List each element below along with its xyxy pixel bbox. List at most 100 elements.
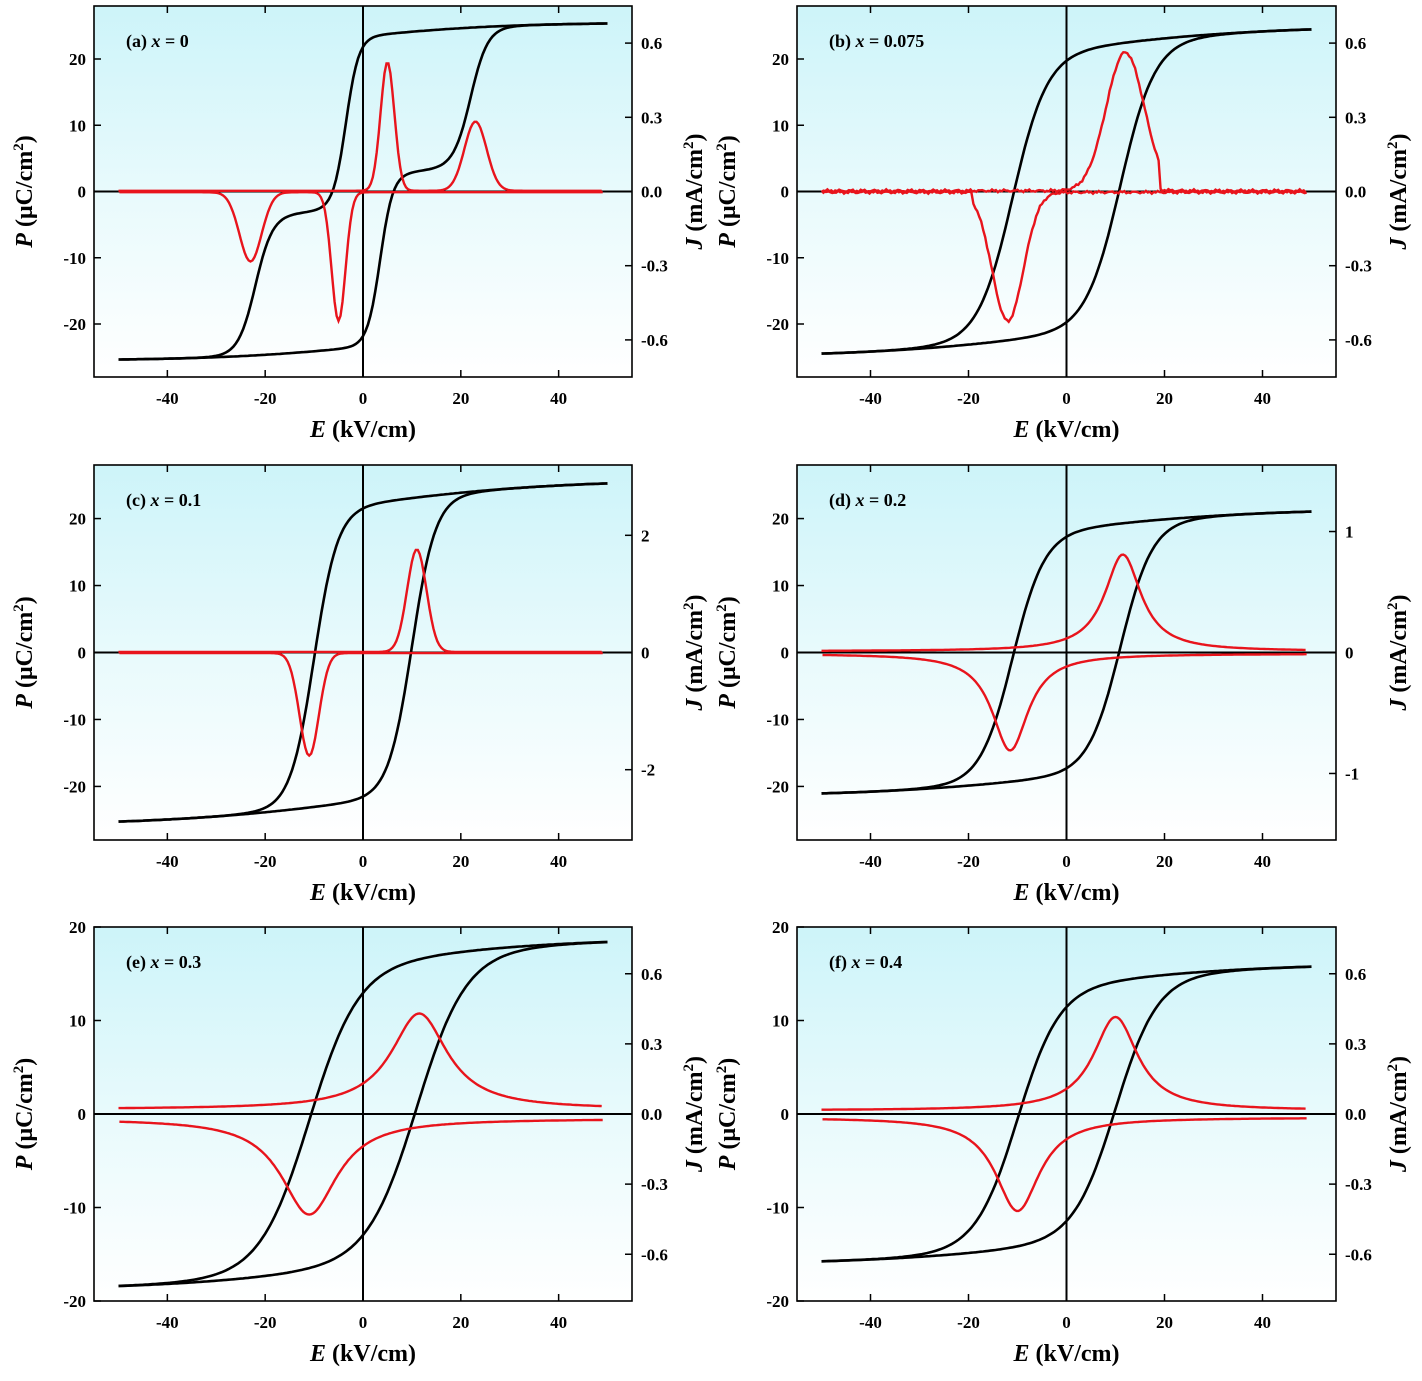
x-tick-label: -20: [957, 852, 980, 871]
x-tick-label: 0: [1062, 389, 1071, 408]
y-tick-label: -20: [63, 315, 86, 334]
j-curve-ascending: [821, 553, 1306, 652]
x-tick-label: 40: [550, 852, 567, 871]
y2-tick-label: -0.6: [641, 331, 668, 350]
x-tick-label: 0: [359, 1313, 368, 1332]
y-tick-label: 0: [78, 1105, 87, 1124]
y-tick-label: -20: [766, 1292, 789, 1311]
y-tick-label: 0: [781, 183, 790, 202]
y2-tick-label: 0.3: [1345, 1035, 1366, 1054]
y2-tick-label: 0.0: [641, 183, 662, 202]
chart-panel-e: -40 -20 0 20 40 20 10 0 -10 -20 0.6 0.3 0.0 -0.3 -0.6 (…: [11, 918, 708, 1367]
y2-tick-label: 0: [641, 644, 650, 663]
y-tick-label: -20: [63, 1292, 86, 1311]
x-axis-label: E (kV/cm): [1013, 417, 1120, 443]
y-tick-label: 10: [772, 116, 789, 135]
y2-tick-label: 0.3: [641, 1035, 662, 1054]
x-tick-label: -40: [859, 852, 882, 871]
chart-panel-f: -40 -20 0 20 40 20 10 0 -10 -20 0.6 0.3 0.0 -0.3 -0.6 (…: [714, 918, 1412, 1367]
y2-tick-label: 0.0: [1345, 1105, 1366, 1124]
x-tick-label: 40: [550, 1313, 567, 1332]
p-loop-descending: [118, 940, 608, 1288]
y-tick-label: 20: [69, 510, 86, 529]
y2-tick-label: -0.3: [641, 1175, 668, 1194]
p-loop-descending: [821, 965, 1312, 1263]
j-curve-descending: [821, 189, 1307, 324]
y2-axis-label: J (mA/cm2): [681, 1056, 708, 1173]
y-tick-label: -10: [766, 1199, 789, 1218]
y-axis-label: P (μC/cm2): [714, 596, 741, 709]
x-axis-label: E (kV/cm): [309, 880, 416, 906]
y-tick-label: 10: [69, 116, 86, 135]
p-loop-ascending: [118, 940, 608, 1288]
x-axis-label: E (kV/cm): [1013, 1341, 1120, 1367]
y2-axis-label: J (mA/cm2): [1385, 133, 1412, 250]
y-tick-label: -10: [766, 710, 789, 729]
y2-axis-label: J (mA/cm2): [1385, 1056, 1412, 1173]
x-tick-label: 40: [1254, 1313, 1271, 1332]
y-tick-label: 20: [772, 510, 789, 529]
y2-tick-label: -0.6: [641, 1245, 668, 1264]
y-tick-label: 0: [781, 1105, 790, 1124]
y2-tick-label: -1: [1345, 764, 1359, 783]
panel-label: (d) x = 0.2: [829, 490, 906, 511]
panel-label: (a) x = 0: [126, 31, 189, 52]
y-tick-label: -20: [766, 315, 789, 334]
panel-label: (f) x = 0.4: [829, 952, 902, 973]
y-axis-label: P (μC/cm2): [11, 596, 38, 709]
x-tick-label: -20: [254, 389, 277, 408]
y2-tick-label: 0.6: [1345, 34, 1366, 53]
y-tick-label: 10: [69, 1012, 86, 1031]
y-tick-label: 10: [772, 577, 789, 596]
x-tick-label: 40: [550, 389, 567, 408]
x-tick-label: -40: [859, 389, 882, 408]
p-loop-descending: [118, 22, 608, 361]
panel-label: (b) x = 0.075: [829, 31, 924, 52]
chart-panel-a: -40 -20 0 20 40 20 10 0 -10 -20 0.6 0.3 0.0 -0.3 -0.6 (…: [11, 5, 708, 443]
y-tick-label: 10: [772, 1012, 789, 1031]
y-axis-label: P (μC/cm2): [714, 1058, 741, 1171]
x-tick-label: -20: [957, 389, 980, 408]
y-tick-label: 20: [69, 50, 86, 69]
y-tick-label: -10: [63, 710, 86, 729]
j-curve-ascending: [118, 1012, 602, 1110]
y2-tick-label: -0.3: [641, 257, 668, 276]
y2-tick-label: 0.6: [641, 965, 662, 984]
p-loop-descending: [821, 28, 1312, 355]
y-tick-label: -20: [766, 777, 789, 796]
y-tick-label: 20: [69, 918, 86, 937]
x-tick-label: 20: [452, 852, 469, 871]
y-tick-label: 20: [772, 918, 789, 937]
y2-tick-label: 0.6: [641, 34, 662, 53]
y2-tick-label: -0.3: [1345, 1175, 1372, 1194]
p-loop-descending: [821, 510, 1312, 795]
y2-axis-label: J (mA/cm2): [681, 594, 708, 711]
j-curve-descending: [119, 651, 603, 758]
x-tick-label: -40: [156, 1313, 179, 1332]
y-tick-label: -10: [63, 1199, 86, 1218]
y-tick-label: 0: [78, 644, 87, 663]
y-tick-label: -20: [63, 777, 86, 796]
x-tick-label: -20: [957, 1313, 980, 1332]
x-tick-label: -40: [156, 852, 179, 871]
x-tick-label: 20: [452, 1313, 469, 1332]
y2-tick-label: 0.0: [641, 1105, 662, 1124]
x-tick-label: -20: [254, 1313, 277, 1332]
y2-tick-label: -0.6: [1345, 1245, 1372, 1264]
y-axis-label: P (μC/cm2): [714, 135, 741, 248]
x-tick-label: 20: [1156, 389, 1173, 408]
y-tick-label: 20: [772, 50, 789, 69]
y2-tick-label: -0.3: [1345, 257, 1372, 276]
panel-label: (c) x = 0.1: [126, 490, 201, 511]
x-tick-label: 40: [1254, 852, 1271, 871]
x-axis-label: E (kV/cm): [309, 417, 416, 443]
x-tick-label: 40: [1254, 389, 1271, 408]
y-tick-label: -10: [63, 249, 86, 268]
y2-tick-label: -0.6: [1345, 331, 1372, 350]
y-tick-label: 0: [781, 644, 790, 663]
y2-tick-label: 0.3: [1345, 108, 1366, 127]
x-tick-label: -40: [859, 1313, 882, 1332]
x-tick-label: -20: [254, 852, 277, 871]
